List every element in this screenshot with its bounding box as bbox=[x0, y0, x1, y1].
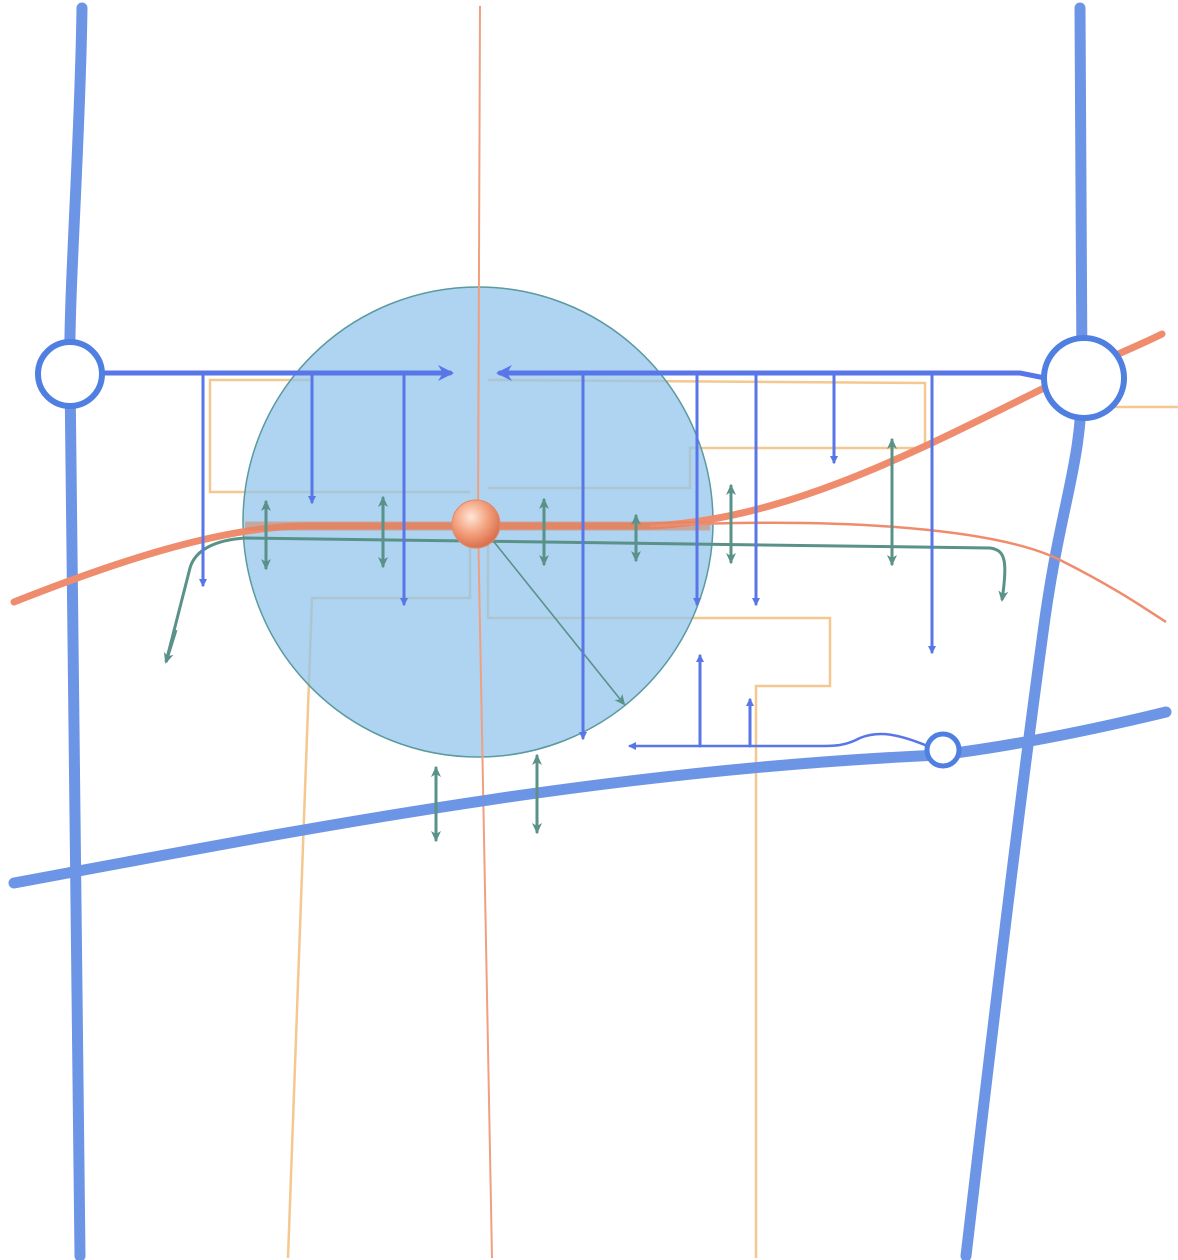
vehicle-access-arrows bbox=[199, 371, 936, 748]
radius-line bbox=[477, 521, 626, 706]
east-interchange bbox=[1041, 335, 1127, 421]
highway-interchanges bbox=[35, 335, 1127, 769]
south-connector bbox=[628, 732, 927, 750]
local-roads bbox=[99, 365, 1048, 750]
east-highway bbox=[960, 2, 1088, 1260]
south-interchange bbox=[924, 731, 962, 769]
west-interchange bbox=[35, 339, 105, 409]
pedestrian-path bbox=[164, 536, 1009, 663]
regional-highways bbox=[8, 2, 1172, 1260]
pedestrian-crossing-arrows bbox=[261, 438, 897, 842]
transit-station-node bbox=[451, 499, 501, 549]
west-highway bbox=[64, 2, 88, 1260]
north-connector-east bbox=[496, 365, 1048, 381]
pedestrian-path-west-end bbox=[163, 629, 178, 664]
branch-rail-line bbox=[649, 521, 1167, 624]
south-highway bbox=[8, 706, 1172, 889]
